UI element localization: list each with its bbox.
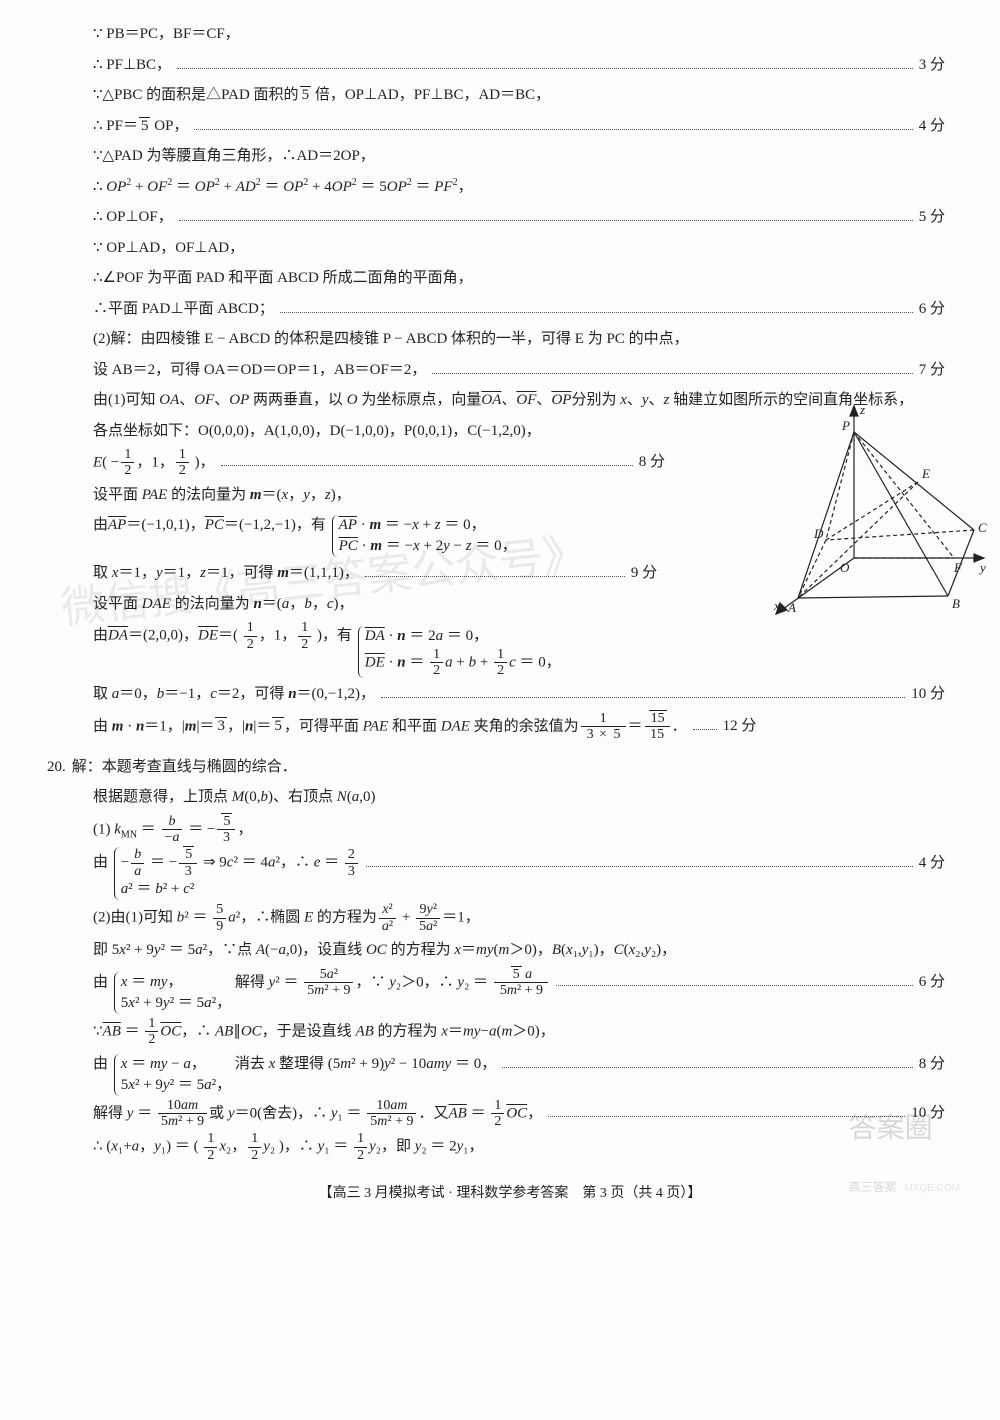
svg-text:F: F — [953, 560, 963, 575]
line: ∵ PB＝PC，BF＝CF， — [93, 20, 240, 49]
svg-text:y: y — [978, 560, 986, 575]
leader-dots — [177, 57, 913, 69]
q19-continuation: ∵ PB＝PC，BF＝CF， ∴ PF⊥BC， 3 分 ∵△PBC 的面积是△PA… — [75, 20, 945, 743]
svg-text:B: B — [952, 596, 960, 611]
svg-text:E: E — [921, 466, 930, 481]
q20: 20.解：本题考查直线与椭圆的综合． 根据题意得，上顶点 M(0,b)、右顶点 … — [75, 753, 945, 1164]
line: ∵△PBC 的面积是△PAD 面积的5 倍，OP⊥AD，PF⊥BC，AD＝BC， — [93, 81, 550, 110]
line: ∴ PF＝5 OP， — [93, 112, 188, 141]
svg-text:x: x — [773, 598, 780, 613]
points: 3 分 — [919, 51, 945, 80]
svg-text:C: C — [978, 520, 987, 535]
line: ∴ OP2 + OF2 ＝ OP2 + AD2 ＝ OP2 + 4OP2 ＝ 5… — [93, 173, 473, 202]
question-number: 20. — [47, 753, 66, 782]
svg-text:D: D — [813, 526, 824, 541]
watermark-corner: 答案圈 高三答案 MXQE.COM — [849, 1101, 960, 1207]
svg-text:O: O — [840, 560, 850, 575]
svg-text:P: P — [841, 418, 850, 433]
page-footer: 【高三 3 月模拟考试 · 理科数学参考答案 第 3 页（共 4 页）】 — [75, 1181, 945, 1208]
svg-text:z: z — [859, 402, 865, 417]
geometry-diagram: z y x P E O D C F B A — [730, 400, 990, 620]
line: ∴ PF⊥BC， — [93, 51, 171, 80]
svg-text:A: A — [787, 600, 796, 615]
